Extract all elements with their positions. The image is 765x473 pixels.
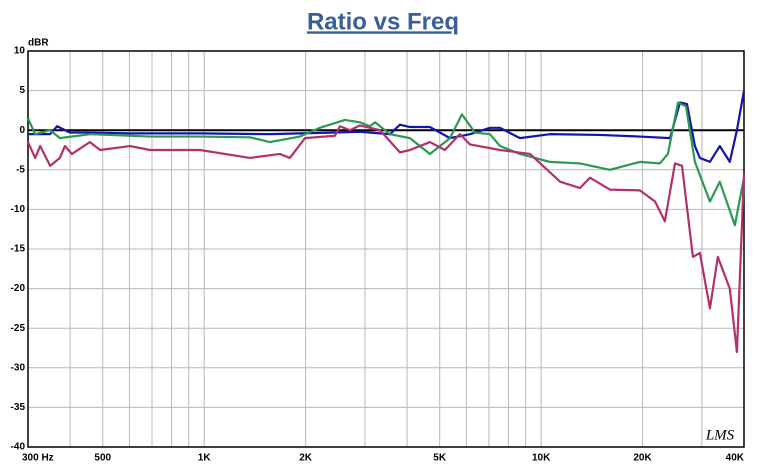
x-tick-label: 500 bbox=[94, 453, 111, 464]
y-tick-label: -40 bbox=[11, 442, 26, 453]
series-line bbox=[28, 90, 746, 163]
y-tick-label: -25 bbox=[11, 323, 26, 334]
y-tick-label: 5 bbox=[19, 85, 25, 96]
y-tick-label: -35 bbox=[11, 402, 26, 413]
x-tick-label: 40K bbox=[726, 453, 745, 464]
y-tick-label: -20 bbox=[11, 283, 26, 294]
series-line bbox=[26, 101, 746, 227]
y-tick-label: -5 bbox=[16, 164, 25, 175]
x-tick-label: 300 Hz bbox=[22, 453, 54, 464]
y-tick-label: -10 bbox=[11, 204, 26, 215]
x-tick-label: 1K bbox=[198, 453, 212, 464]
y-tick-label: -15 bbox=[11, 244, 26, 255]
y-tick-label: 0 bbox=[19, 125, 25, 136]
watermark: LMS bbox=[705, 427, 735, 443]
plot-frame bbox=[27, 50, 745, 448]
series-line bbox=[26, 124, 746, 354]
x-tick-label: 10K bbox=[532, 453, 551, 464]
y-tick-label: 10 bbox=[14, 46, 26, 57]
x-tick-label: 5K bbox=[433, 453, 447, 464]
y-axis-label: dBR bbox=[28, 38, 49, 49]
x-tick-label: 2K bbox=[299, 453, 313, 464]
y-tick-label: -30 bbox=[11, 362, 26, 373]
x-tick-label: 20K bbox=[633, 453, 652, 464]
chart-title: Ratio vs Freq bbox=[307, 8, 459, 35]
